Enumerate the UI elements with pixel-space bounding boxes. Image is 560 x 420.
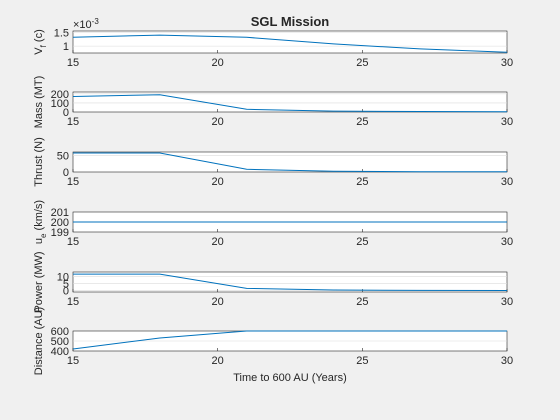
subplot-3: 0 50 15 20 25 30 Thrust (N) [33,137,513,188]
x-axis-label: Time to 600 AU (Years) [233,372,347,384]
x-tick-label: 15 [67,176,79,188]
x-tick-label: 25 [356,355,368,367]
axes-box-5 [72,271,508,293]
exponent-label: ×10-3 [73,17,99,31]
y-tick-label: 50 [57,150,69,162]
x-tick-label: 30 [501,296,513,308]
y-tick-label: 10 [57,271,69,283]
y-tick-label: 199 [51,227,69,239]
axes-box-2 [72,91,508,113]
x-tick-label: 15 [67,355,79,367]
x-tick-label: 25 [356,296,368,308]
y-tick-label: 0 [63,167,69,179]
x-tick-label: 30 [501,176,513,188]
x-tick-label: 30 [501,355,513,367]
y-axis-label: Mass (MT) [33,76,45,129]
series-line-6 [72,330,507,350]
x-tick-label: 20 [212,296,224,308]
x-tick-label: 15 [67,116,79,128]
series-line-5 [73,273,508,291]
y-tick-label: 200 [51,217,69,229]
figure-title: SGL Mission [251,14,330,29]
x-tick-label: 25 [356,116,368,128]
x-tick-label: 20 [212,176,224,188]
x-tick-label: 30 [501,236,513,248]
axes-box-3 [72,151,508,173]
y-axis-label: Distance (AU) [33,307,45,375]
y-axis-label: Power (MW) [33,251,45,312]
x-tick-label: 20 [212,57,224,69]
x-tick-label: 25 [356,236,368,248]
x-tick-label: 25 [356,176,368,188]
y-tick-label: 400 [51,346,69,358]
y-tick-label: 201 [51,207,69,219]
series-line-2 [72,94,508,113]
y-tick-label: 200 [51,89,69,101]
x-tick-label: 20 [212,116,224,128]
subplot-1: 1 1.5 15 20 25 30 Vf (c) ×10-3 [33,17,513,69]
y-tick-label: 5 [63,278,69,290]
x-tick-label: 20 [212,236,224,248]
y-tick-label: 0 [63,286,69,298]
x-tick-label: 30 [501,116,513,128]
y-tick-label: 1.5 [54,27,69,39]
x-tick-label: 15 [67,236,79,248]
x-tick-label: 20 [212,355,224,367]
y-tick-label: 1 [63,41,69,53]
series-line-1 [72,34,508,53]
x-tick-label: 15 [67,296,79,308]
x-tick-label: 15 [67,57,79,69]
series-line-3 [73,152,507,173]
y-axis-label: Thrust (N) [33,137,45,187]
y-tick-label: 100 [51,98,69,110]
x-tick-label: 30 [501,57,513,69]
y-tick-label: 0 [63,107,69,119]
y-axis-label: Vf (c) [33,29,48,54]
x-tick-label: 25 [356,57,368,69]
y-tick-label: 500 [51,336,69,348]
y-axis-label: ue (km/s) [33,200,48,244]
y-tick-label: 600 [51,326,69,338]
